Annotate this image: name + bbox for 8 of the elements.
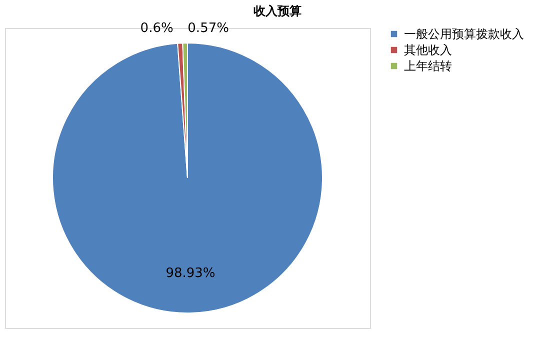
legend-label: 上年结转: [404, 59, 452, 73]
data-label: 0.57%: [188, 21, 229, 36]
pie-slice: [52, 42, 323, 314]
chart-title: 收入预算: [254, 4, 302, 18]
legend-label: 其他收入: [404, 43, 452, 57]
data-label: 0.6%: [140, 21, 174, 36]
data-label: 98.93%: [166, 266, 216, 281]
legend-label: 一般公用预算拨款收入: [404, 27, 524, 41]
